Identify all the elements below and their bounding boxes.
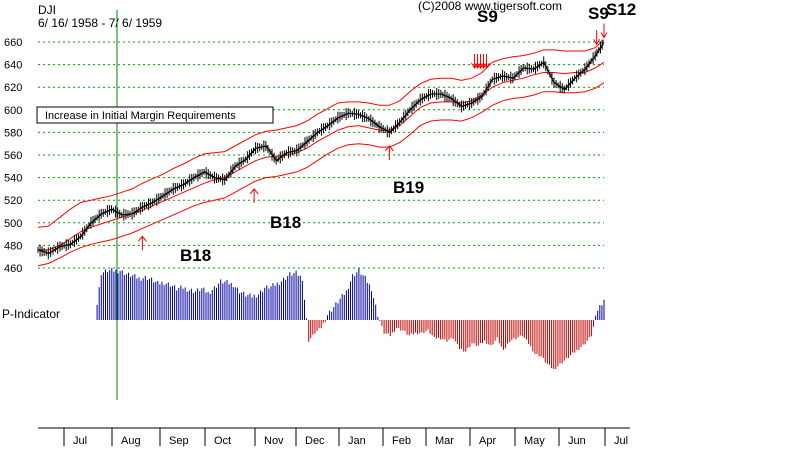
y-tick-label: 460 [4, 263, 22, 275]
signal-label: B19 [393, 178, 424, 197]
p-indicator-bars [96, 268, 605, 369]
buy-arrow-head [249, 188, 259, 195]
month-label: Nov [264, 435, 284, 447]
month-label: Jun [568, 435, 586, 447]
y-tick-label: 540 [4, 173, 22, 185]
month-label: Mar [435, 435, 454, 447]
signal-s9: S9 [588, 4, 609, 46]
month-label: Apr [479, 435, 496, 447]
y-tick-label: 600 [4, 105, 22, 117]
annotation-frame [36, 106, 274, 124]
annotation-text: Increase in Initial Margin Requirements [45, 110, 236, 122]
month-axis: Jul Aug Sep Oct Nov Dec Jan Feb Mar Apr May Jun Jul [63, 428, 628, 447]
sell-arrow-head [483, 62, 490, 69]
y-tick-label: 620 [4, 82, 22, 94]
month-label: Dec [305, 435, 325, 447]
chart-date-range: 6/ 16/ 1958 - 7/ 6/ 1959 [38, 16, 162, 30]
chart-title: DJI [38, 3, 56, 17]
month-label: Jul [73, 435, 87, 447]
sell-arrow-head [477, 62, 484, 69]
sell-arrow-head [474, 62, 481, 69]
band-line [38, 61, 605, 251]
signal-b18: B18 [137, 235, 211, 265]
band-line [37, 39, 605, 228]
price-series [37, 39, 605, 260]
month-label: Jan [348, 435, 366, 447]
y-tick-label: 640 [4, 60, 22, 72]
sell-arrow-head [471, 62, 478, 69]
signal-label: S12 [606, 0, 636, 19]
sell-arrow-head [593, 39, 601, 46]
buy-arrow-head [137, 235, 147, 242]
month-label: May [524, 435, 545, 447]
buy-arrow-head [384, 145, 394, 152]
y-tick-label: 660 [4, 37, 22, 49]
gridlines [38, 41, 604, 269]
y-tick-label: 520 [4, 195, 22, 207]
signal-s9: S9 [471, 7, 498, 69]
signal-label: B18 [270, 213, 301, 232]
signal-label: S9 [588, 4, 609, 23]
month-label: Sep [169, 435, 189, 447]
y-tick-label: 500 [4, 218, 22, 230]
y-tick-label: 560 [4, 150, 22, 162]
sell-arrow-head [480, 62, 487, 69]
month-label: Jul [614, 435, 628, 447]
month-label: Feb [392, 435, 411, 447]
y-axis-ticks: 460 480 500 520 540 560 580 600 620 640 660 [4, 37, 22, 275]
y-tick-label: 480 [4, 240, 22, 252]
p-indicator-label: P-Indicator [2, 307, 60, 321]
signal-label: B18 [180, 246, 211, 265]
signal-b18: B18 [249, 188, 301, 232]
signal-label: S9 [477, 7, 498, 26]
y-tick-label: 580 [4, 127, 22, 139]
signal-s12: S12 [600, 0, 636, 39]
sell-arrow-head [600, 32, 608, 39]
signal-b19: B19 [384, 145, 424, 197]
band-line [37, 82, 605, 267]
copyright-text: (C)2008 www.tigersoft.com [418, 0, 562, 13]
annotation-box: Increase in Initial Margin Requirements [36, 106, 274, 124]
month-label: Oct [214, 435, 231, 447]
month-label: Aug [121, 435, 141, 447]
